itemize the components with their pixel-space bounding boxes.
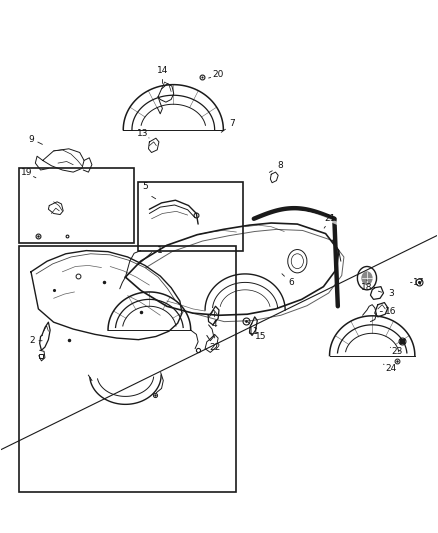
Text: 8: 8 <box>277 161 283 170</box>
Text: 14: 14 <box>157 66 168 75</box>
Text: 15: 15 <box>254 332 266 341</box>
Text: 4: 4 <box>212 320 217 329</box>
Text: 22: 22 <box>209 343 220 352</box>
Text: 5: 5 <box>142 182 148 191</box>
Text: 20: 20 <box>212 70 223 79</box>
Bar <box>138 182 243 251</box>
Text: 17: 17 <box>413 278 425 287</box>
Text: 24: 24 <box>385 364 396 373</box>
Text: 3: 3 <box>388 288 394 297</box>
Text: 21: 21 <box>324 214 336 223</box>
Text: 7: 7 <box>229 119 235 128</box>
Text: 9: 9 <box>28 135 34 144</box>
Text: 19: 19 <box>21 167 32 176</box>
Bar <box>19 246 237 492</box>
Text: 6: 6 <box>288 278 294 287</box>
Text: 11: 11 <box>248 327 260 336</box>
Text: 18: 18 <box>361 283 373 292</box>
Circle shape <box>361 271 373 285</box>
Text: 13: 13 <box>137 130 148 139</box>
Text: 1: 1 <box>157 246 163 255</box>
Text: 2: 2 <box>29 336 35 345</box>
Text: 23: 23 <box>392 347 403 356</box>
Bar <box>19 168 134 243</box>
Text: 16: 16 <box>385 307 397 316</box>
